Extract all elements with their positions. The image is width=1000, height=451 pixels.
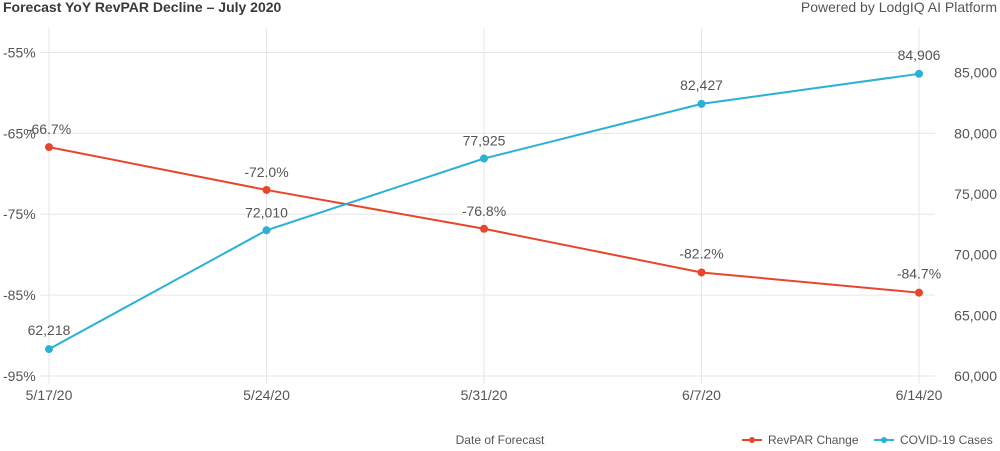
data-label: -84.7% — [897, 266, 941, 282]
data-point — [262, 185, 271, 194]
y-right-tick-label: 80,000 — [954, 125, 997, 141]
y-left-tick-label: -65% — [3, 125, 36, 141]
data-label: -82.2% — [679, 245, 723, 261]
data-label: 82,427 — [680, 77, 723, 93]
legend-label: RevPAR Change — [768, 433, 859, 447]
y-left-tick-label: -95% — [3, 368, 36, 384]
y-right-tick-label: 85,000 — [954, 65, 997, 81]
y-right-tick-label: 65,000 — [954, 307, 997, 323]
y-left-tick-label: -85% — [3, 287, 36, 303]
data-label: -72.0% — [244, 164, 288, 180]
series-layer — [45, 69, 923, 354]
data-point — [697, 99, 706, 108]
legend-label: COVID-19 Cases — [900, 433, 993, 447]
legend-marker — [881, 437, 887, 443]
y-right-tick-label: 75,000 — [954, 186, 997, 202]
data-point — [915, 69, 923, 78]
data-label: 84,906 — [898, 47, 941, 63]
x-tick-label: 5/17/20 — [26, 387, 73, 403]
data-point — [480, 224, 488, 233]
chart-title: Forecast YoY RevPAR Decline – July 2020 — [3, 0, 282, 15]
y-left-tick-label: -75% — [3, 206, 36, 222]
data-label: -66.7% — [27, 121, 71, 137]
data-point — [480, 154, 488, 163]
x-tick-label: 5/24/20 — [243, 387, 290, 403]
data-label: 62,218 — [28, 322, 71, 338]
legend: RevPAR Change COVID-19 Cases — [742, 433, 993, 447]
data-point — [262, 226, 271, 235]
x-tick-label: 6/14/20 — [896, 387, 943, 403]
y-left-tick-label: -55% — [3, 44, 36, 60]
grid-lines — [40, 28, 935, 384]
x-tick-label: 6/7/20 — [682, 387, 721, 403]
legend-marker — [749, 437, 755, 443]
y-right-tick-label: 60,000 — [954, 368, 997, 384]
data-point — [45, 345, 53, 354]
y-right-tick-label: 70,000 — [954, 247, 997, 263]
data-point — [915, 288, 923, 297]
data-point — [697, 268, 706, 277]
data-labels: -66.7% -72.0% -76.8% -82.2% -84.7% 62,218 72,0… — [27, 47, 941, 338]
data-label: 72,010 — [245, 204, 288, 220]
x-axis-title: Date of Forecast — [456, 433, 545, 447]
axis-ticks: -55% -65% -75% -85% -95% 85,000 80,000 75,000 70… — [3, 44, 997, 403]
data-label: -76.8% — [462, 203, 506, 219]
credit-text: Powered by LodgIQ AI Platform — [801, 0, 997, 15]
x-tick-label: 5/31/20 — [461, 387, 508, 403]
data-label: 77,925 — [463, 133, 506, 149]
data-point — [45, 143, 53, 152]
